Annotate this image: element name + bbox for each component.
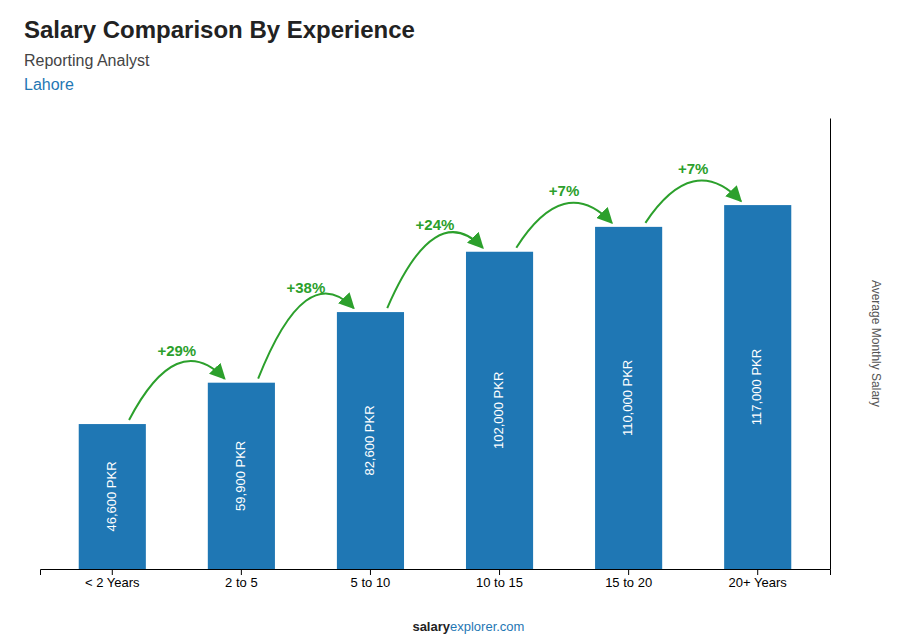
x-tick-label: 15 to 20	[605, 575, 652, 590]
x-tick-mark	[499, 569, 500, 575]
x-tick-mark	[370, 569, 371, 575]
change-arrows: +29% +38% +24% +7% +7%	[129, 160, 741, 421]
change-arrow	[387, 232, 483, 308]
footer-text: salary	[412, 619, 450, 634]
x-tick: < 2 Years	[85, 569, 140, 590]
bar	[79, 424, 146, 569]
x-tick-mark	[112, 569, 113, 575]
bar	[466, 252, 533, 569]
x-tick-mark	[757, 569, 758, 575]
x-tick-label: 20+ Years	[729, 575, 788, 590]
data-label: 117,000 PKR	[749, 349, 764, 425]
bar	[724, 205, 791, 569]
x-tick: 20+ Years	[729, 569, 788, 590]
change-label: +7%	[549, 182, 579, 199]
change-label: +7%	[678, 160, 708, 177]
data-label: 46,600 PKR	[104, 461, 119, 531]
x-axis-line	[41, 570, 831, 576]
change-label: +38%	[287, 279, 326, 296]
x-tick-label: 10 to 15	[476, 575, 523, 590]
data-label: 59,900 PKR	[233, 441, 248, 511]
y-axis-line	[830, 119, 831, 570]
data-label: 110,000 PKR	[620, 360, 635, 436]
x-tick-mark	[628, 569, 629, 575]
x-tick: 5 to 10	[351, 569, 391, 590]
x-tick-label: 2 to 5	[225, 575, 258, 590]
bars	[79, 205, 792, 569]
footer: salaryexplorer.com	[412, 619, 524, 634]
x-tick-label: 5 to 10	[351, 575, 391, 590]
subtitle: Reporting Analyst	[24, 52, 150, 69]
x-tick-mark	[241, 569, 242, 575]
data-label: 82,600 PKR	[362, 405, 377, 475]
x-tick: 10 to 15	[476, 569, 523, 590]
city: Lahore	[24, 76, 74, 93]
change-arrow	[258, 293, 354, 378]
change-arrow	[645, 181, 741, 223]
bar	[337, 312, 404, 569]
data-label: 102,000 PKR	[491, 372, 506, 449]
y-axis	[830, 119, 831, 570]
x-axis: < 2 Years 2 to 5 5 to 10 10 to 15 15 to 20 20…	[41, 569, 831, 590]
footer-text: explorer.com	[450, 619, 524, 634]
bar	[208, 383, 275, 569]
title: Salary Comparison By Experience	[24, 16, 415, 43]
change-label: +29%	[157, 342, 196, 359]
x-tick: 2 to 5	[225, 569, 258, 590]
y-axis-title: Average Monthly Salary	[869, 280, 883, 407]
chart-svg: Salary Comparison By Experience Reporting…	[0, 0, 900, 641]
data-labels: 46,600 PKR 59,900 PKR 82,600 PKR 102,000 PK…	[104, 349, 764, 532]
change-arrow	[129, 361, 225, 420]
change-arrow	[516, 203, 612, 248]
plot: < 2 Years 2 to 5 5 to 10 10 to 15 15 to 20 20…	[41, 119, 831, 591]
change-label: +24%	[416, 216, 455, 233]
bar	[595, 227, 662, 569]
x-tick-label: < 2 Years	[85, 575, 140, 590]
x-tick: 15 to 20	[605, 569, 652, 590]
